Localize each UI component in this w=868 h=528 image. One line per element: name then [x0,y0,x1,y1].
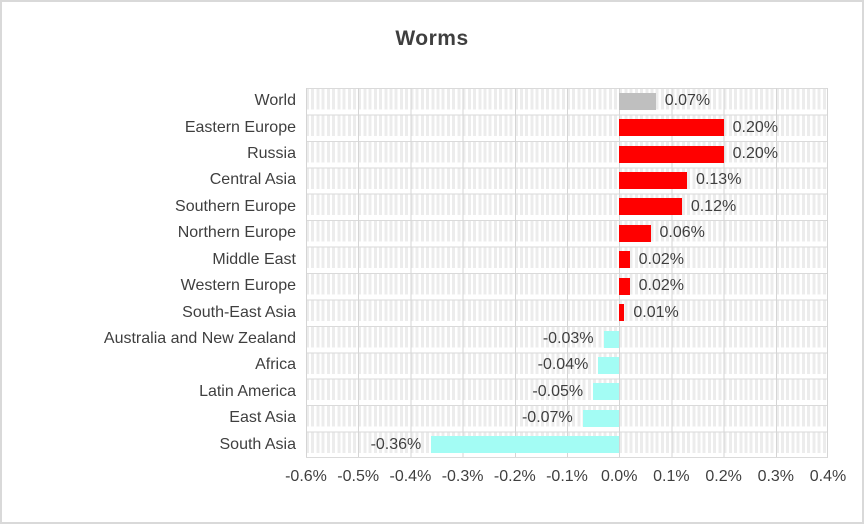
bar-south-asia [431,436,620,454]
value-label-eastern-europe: 0.20% [732,118,778,136]
x-tick-label--0.4: -0.4% [389,468,432,485]
category-label-east-asia: East Asia [229,409,296,427]
bar-australia-and-new-zealand [603,330,620,348]
value-label-east-asia: -0.07% [521,409,573,427]
bar-africa [598,357,620,374]
value-label-south-asia: -0.36% [370,435,422,453]
category-label-africa: Africa [255,356,296,374]
category-label-australia-and-new-zealand: Australia and New Zealand [103,330,296,347]
category-label-eastern-europe: Eastern Europe [184,118,296,136]
x-tick-label--0.6: -0.6% [285,468,327,485]
category-axis: World Eastern Europe Russia Central Asia Sou… [2,88,296,458]
bar-world [619,92,656,110]
value-label-southern-europe: 0.12% [690,197,737,215]
value-label-middle-east: 0.02% [638,250,684,268]
value-label-south-east-asia: 0.01% [633,303,679,321]
value-label-latin-america: -0.05% [532,382,584,400]
value-label-australia-and-new-zealand: -0.03% [542,330,594,348]
bar-southern-europe [619,198,682,216]
x-tick-label-0.1: 0.1% [653,468,690,485]
category-label-russia: Russia [247,145,296,163]
x-tick-label-0.3: 0.3% [757,468,795,485]
value-label-russia: 0.20% [732,145,778,163]
x-tick-label-0.2: 0.2% [705,468,742,485]
category-label-northern-europe: Northern Europe [177,224,296,242]
value-axis: -0.6% -0.5% -0.4% -0.3% -0.2% -0.1% 0.0% 0.1% 0.… [285,468,846,490]
x-tick-label--0.3: -0.3% [441,468,484,485]
category-label-central-asia: Central Asia [209,171,296,189]
bar-central-asia [619,172,688,189]
x-tick-label--0.2: -0.2% [493,468,536,485]
x-tick-label--0.1: -0.1% [546,468,588,485]
value-label-western-europe: 0.02% [638,277,684,295]
value-label-africa: -0.04% [537,356,589,374]
x-tick-label--0.5: -0.5% [337,468,380,485]
value-label-world: 0.07% [664,92,711,110]
bar-eastern-europe [619,119,724,137]
bar-south-east-asia [619,304,625,322]
bar-east-asia [582,409,620,427]
bar-western-europe [619,277,630,295]
x-tick-label-0.4: 0.4% [809,468,847,485]
value-label-central-asia: 0.13% [696,171,742,189]
bar-northern-europe [619,224,651,242]
category-label-world: World [254,92,297,110]
category-label-middle-east: Middle East [212,250,296,268]
bar-russia [619,145,724,163]
bar-latin-america [593,383,620,401]
chart-title: Worms [395,27,469,50]
category-label-southern-europe: Southern Europe [175,197,296,215]
category-label-south-asia: South Asia [219,435,297,453]
category-label-western-europe: Western Europe [180,277,296,295]
category-label-south-east-asia: South-East Asia [182,303,296,321]
value-label-northern-europe: 0.06% [659,224,705,242]
x-tick-label-0.0: 0.0% [600,468,638,485]
category-label-latin-america: Latin America [199,382,296,400]
bar-middle-east [619,251,630,269]
plot-area: 0.07% 0.20% 0.20% 0.13% 0.12% 0.06% 0.02% 0.02%… [306,88,828,458]
